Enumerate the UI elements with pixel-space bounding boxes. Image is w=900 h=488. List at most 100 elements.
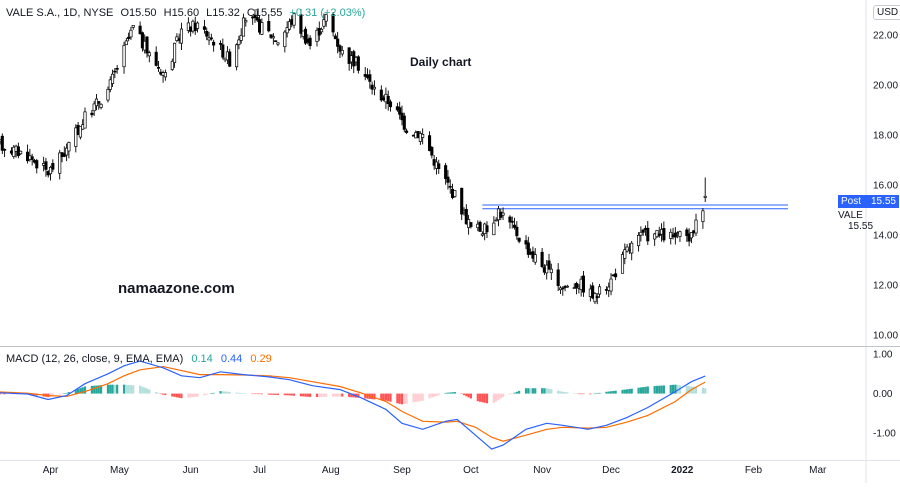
macd-hist-bar-22: [67, 392, 71, 394]
macd-hist-bar-79: [253, 393, 257, 395]
macd-hist-bar-178: [573, 393, 576, 394]
candle-body-219: [703, 195, 707, 198]
macd-hist-bar-33: [106, 384, 110, 394]
candle-body-28: [90, 112, 94, 116]
macd-hist-bar-42: [132, 385, 135, 394]
macd-hist-bar-75: [240, 393, 243, 394]
chart-annotation-title: Daily chart: [410, 55, 472, 69]
macd-hist-bar-89: [286, 393, 289, 396]
macd-hist-bar-148: [476, 393, 479, 402]
candle-body-194: [623, 249, 627, 259]
candle-body-43: [138, 25, 142, 35]
candle-body-73: [235, 44, 239, 68]
macd-hist-bar-29: [93, 385, 96, 394]
watermark-text: namaazone.com: [118, 280, 235, 297]
candle-body-69: [221, 44, 225, 58]
macd-hist-bar-45: [143, 387, 146, 394]
macd-hist-bar-78: [251, 393, 254, 395]
macd-hist-bar-155: [497, 393, 500, 401]
macd-hist-bar-123: [396, 393, 399, 404]
macd-hist-bar-133: [428, 393, 431, 399]
macd-hist-bar-81: [258, 393, 261, 395]
macd-hist-bar-130: [416, 393, 420, 402]
candle-body-29: [92, 103, 96, 112]
macd-hist-bar-158: [508, 393, 512, 395]
macd-hist-bar-48: [155, 391, 158, 394]
macd-hist-bar-102: [325, 393, 328, 397]
time-axis-tick-10: Feb: [745, 465, 763, 476]
macd-hist-bar-183: [589, 393, 592, 395]
open-value: O15.50: [120, 7, 157, 19]
macd-hist-bar-94: [302, 393, 305, 397]
price-axis-tick-1: 12.00: [873, 281, 898, 292]
macd-hist-bar-159: [511, 393, 514, 395]
candle-body-62: [195, 22, 200, 29]
macd-hist-bar-216: [692, 386, 695, 394]
macd-hist-bar-60: [191, 393, 195, 398]
macd-hist-bar-119: [382, 393, 385, 401]
time-axis-tick-9: 2022: [671, 465, 694, 476]
macd-hist-bar-179: [575, 393, 578, 394]
macd-hist-bar-72: [228, 391, 231, 394]
candle-body-12: [35, 160, 39, 169]
macd-hist-bar-160: [513, 392, 516, 394]
candle-body-200: [641, 229, 645, 233]
candle-body-16: [48, 166, 53, 175]
macd-hist-bar-88: [283, 393, 286, 396]
candle-body-31: [97, 101, 101, 104]
macd-hist-bar-149: [478, 393, 482, 402]
candle-body-112: [356, 56, 360, 71]
macd-hist-bar-137: [437, 393, 440, 396]
macd-hist-bar-192: [614, 390, 617, 394]
candle-body-47: [147, 52, 151, 57]
macd-hist-value: 0.14: [191, 353, 213, 365]
candle-body-57: [179, 28, 184, 44]
candle-body-38: [122, 45, 126, 68]
macd-hist-bar-176: [563, 392, 567, 394]
candle-body-186: [595, 296, 599, 299]
macd-hist-bar-218: [701, 387, 705, 394]
candle-body-36: [113, 70, 117, 73]
macd-hist-bar-114: [366, 393, 369, 399]
candle-body-2: [3, 148, 7, 151]
macd-hist-bar-100: [320, 393, 323, 397]
macd-hist-bar-35: [111, 384, 114, 394]
symbol-name[interactable]: VALE S.A., 1D, NYSE: [6, 7, 114, 19]
macd-hist-bar-51: [161, 393, 165, 395]
macd-hist-bar-23: [74, 389, 77, 394]
macd-hist-bar-36: [113, 384, 116, 394]
candle-body-190: [609, 278, 613, 292]
macd-hist-bar-30: [95, 385, 98, 394]
macd-hist-bar-209: [671, 384, 675, 394]
macd-hist-bar-66: [210, 393, 213, 394]
macd-hist-bar-180: [577, 393, 580, 395]
macd-hist-bar-146: [467, 393, 470, 398]
candle-body-66: [209, 37, 213, 40]
candle-body-1: [0, 135, 4, 151]
macd-hist-bar-26: [81, 387, 84, 394]
candle-body-137: [437, 163, 441, 169]
candle-body-87: [276, 42, 280, 45]
macd-axis-tick-0: 1.00: [873, 349, 893, 360]
candle-body-162: [517, 237, 521, 242]
candle-body-140: [448, 185, 452, 188]
macd-indicator-label[interactable]: MACD (12, 26, close, 9, EMA, EMA): [6, 353, 184, 365]
macd-hist-bar-86: [274, 393, 277, 395]
candle-body-171: [547, 260, 551, 270]
candle-body-95: [303, 28, 308, 44]
macd-hist-bar-199: [639, 387, 642, 394]
candle-body-14: [44, 161, 48, 170]
macd-hist-bar-147: [469, 393, 473, 399]
candle-body-204: [655, 230, 659, 238]
candle-body-127: [405, 130, 409, 133]
candle-body-37: [115, 67, 119, 70]
candle-body-77: [244, 20, 248, 23]
price-axis-tick-6: 22.00: [873, 31, 898, 42]
macd-line: [0, 360, 706, 450]
macd-hist-bar-91: [290, 393, 293, 396]
macd-hist-bar-62: [196, 393, 199, 397]
currency-button[interactable]: USD: [873, 5, 900, 20]
macd-hist-bar-67: [212, 392, 215, 394]
